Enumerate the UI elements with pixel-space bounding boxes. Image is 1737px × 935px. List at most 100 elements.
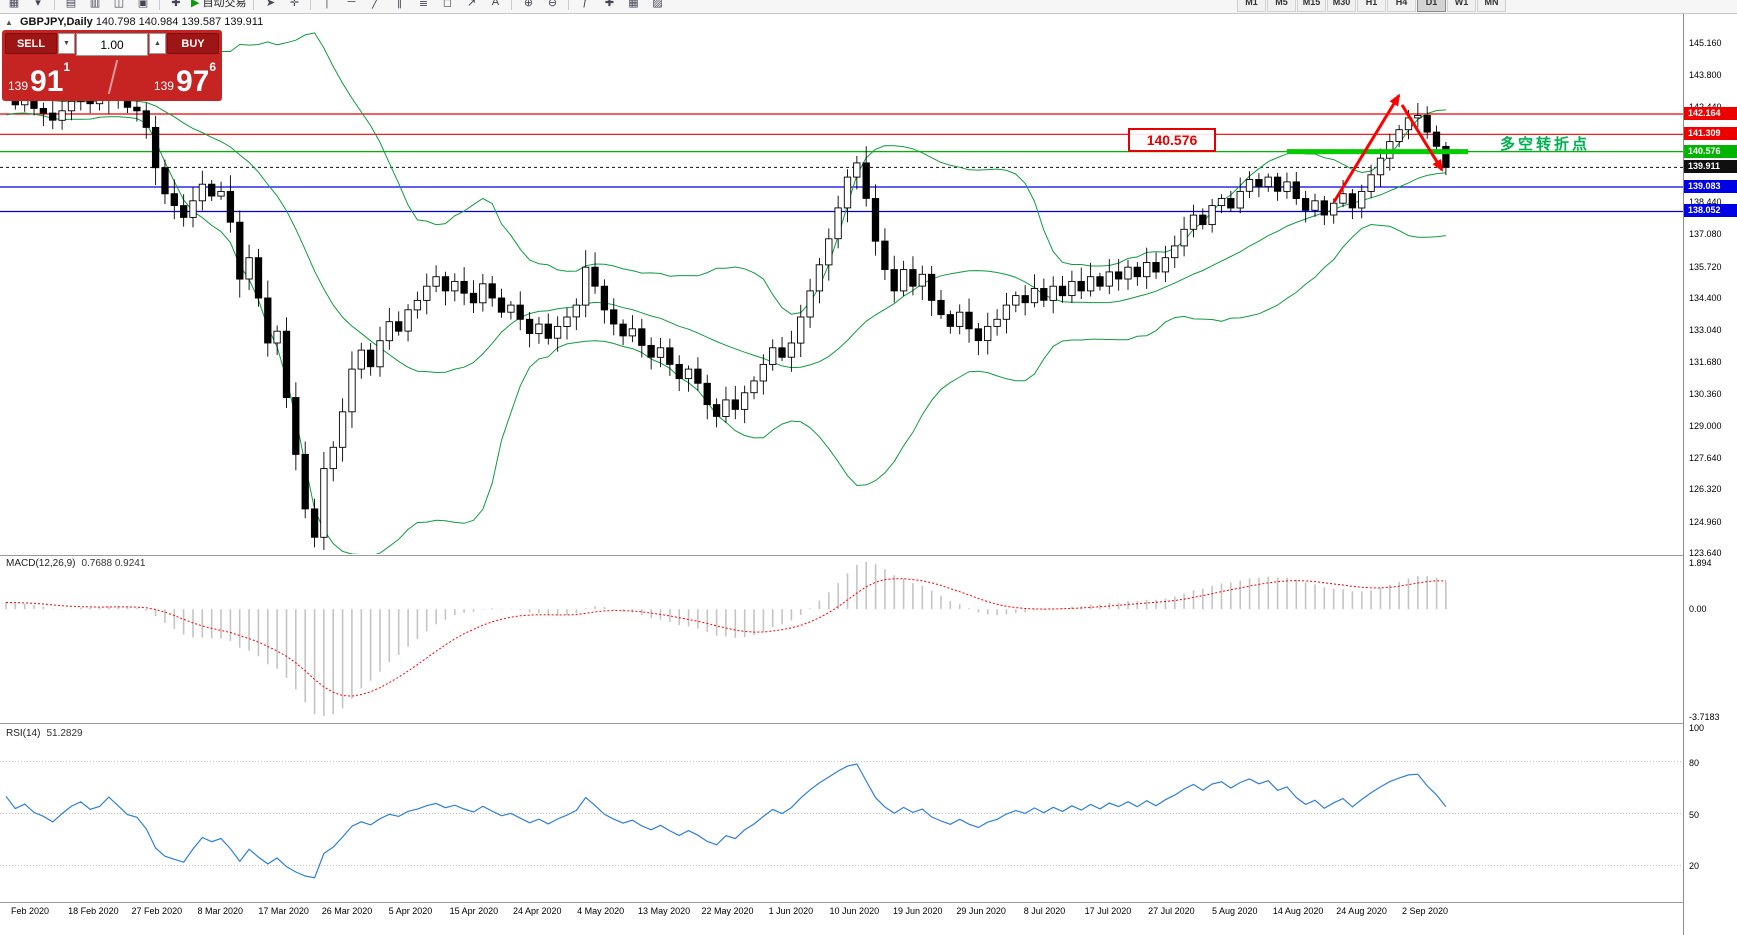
price-tick: 130.360 xyxy=(1689,388,1722,399)
date-label: 26 Mar 2020 xyxy=(321,906,373,916)
fibonacci-icon[interactable]: ≣ xyxy=(418,0,429,9)
timeframe-button-m1[interactable]: M1 xyxy=(1237,0,1266,12)
date-label: 18 Feb 2020 xyxy=(68,906,119,916)
ask-big-figure: 139 xyxy=(153,79,174,93)
one-click-trading-panel: SELL ▼ ▲ BUY 139 91 1 139 97 6 xyxy=(2,30,222,101)
timeframe-button-m30[interactable]: M30 xyxy=(1327,0,1356,12)
autotrading-button[interactable]: ▶ 自动交易 xyxy=(191,0,247,9)
rsi-current-value: 51.2829 xyxy=(46,728,83,739)
text-icon[interactable]: A xyxy=(491,0,500,8)
timeframe-button-h4[interactable]: H4 xyxy=(1387,0,1416,12)
date-label: 13 May 2020 xyxy=(638,906,691,916)
chart-canvas[interactable] xyxy=(0,0,1683,935)
cursor-icon[interactable]: ➤ xyxy=(265,0,276,9)
volume-decrease-button[interactable]: ▼ xyxy=(58,33,75,54)
trendline-icon[interactable]: ╱ xyxy=(372,0,379,9)
crosshair-icon[interactable]: ✛ xyxy=(289,0,300,9)
timeframe-button-d1[interactable]: D1 xyxy=(1417,0,1446,12)
timeframe-button-w1[interactable]: W1 xyxy=(1447,0,1476,12)
arrows-icon[interactable]: ↗ xyxy=(466,0,477,9)
ask-price[interactable]: 139 97 6 xyxy=(112,56,219,98)
price-tick: 135.720 xyxy=(1689,261,1722,272)
templates-icon[interactable]: ▨ xyxy=(652,0,663,9)
rsi-dates-separator xyxy=(0,902,1737,903)
date-label: 10 Jun 2020 xyxy=(829,906,880,916)
price-tag-142.164: 142.164 xyxy=(1684,107,1737,120)
chart-ohlc-values: 140.798 140.984 139.587 139.911 xyxy=(95,16,264,28)
date-label: 29 Jun 2020 xyxy=(956,906,1006,916)
periods-icon[interactable]: ▦ xyxy=(628,0,639,9)
bid-price[interactable]: 139 91 1 xyxy=(5,56,112,98)
new-order-icon[interactable]: ✚ xyxy=(171,0,181,9)
rsi-level-label-50: 50 xyxy=(1689,809,1700,820)
volume-input[interactable] xyxy=(76,33,148,56)
price-tag-140.576: 140.576 xyxy=(1684,144,1737,158)
vertical-line-icon[interactable]: │ xyxy=(324,0,331,8)
main-macd-separator[interactable] xyxy=(0,555,1737,556)
zoom-in-icon[interactable]: ⊕ xyxy=(523,0,534,9)
date-label: 2 Sep 2020 xyxy=(1401,906,1449,916)
indicators-icon[interactable]: ƒ xyxy=(582,0,589,8)
date-label: 22 May 2020 xyxy=(701,906,754,916)
rsi-level-label-100: 100 xyxy=(1689,723,1705,733)
price-tick: 137.080 xyxy=(1689,229,1722,240)
toolbar-separator xyxy=(159,0,160,10)
timeframe-button-h1[interactable]: H1 xyxy=(1357,0,1386,12)
date-label: 24 Aug 2020 xyxy=(1336,906,1387,916)
chart-title: ▲ GBPJPY,Daily 140.798 140.984 139.587 1… xyxy=(5,16,263,28)
ask-point: 6 xyxy=(209,60,216,74)
macd-title-text: MACD(12,26,9) xyxy=(6,558,76,569)
timeframe-button-m15[interactable]: M15 xyxy=(1297,0,1326,12)
rsi-line xyxy=(5,763,1447,879)
price-tag-139.911: 139.911 xyxy=(1684,160,1737,174)
terminal-icon[interactable]: ▣ xyxy=(137,0,149,9)
turning-point-note[interactable]: 多空转折点 xyxy=(1500,136,1591,153)
market-watch-icon[interactable]: ▥ xyxy=(89,0,101,9)
price-tick: 123.640 xyxy=(1689,548,1722,558)
trend-arrow-2[interactable] xyxy=(1400,104,1444,172)
ask-pips: 97 xyxy=(175,65,210,98)
date-label: 27 Feb 2020 xyxy=(131,906,183,916)
date-label: 17 Mar 2020 xyxy=(258,906,309,916)
buy-button[interactable]: BUY xyxy=(167,33,219,54)
shapes-icon[interactable]: ◻ xyxy=(442,0,453,9)
sell-button[interactable]: SELL xyxy=(5,33,57,54)
chart-symbol-period: GBPJPY,Daily xyxy=(19,16,93,28)
timeframe-button-m5[interactable]: M5 xyxy=(1267,0,1296,12)
volume-increase-button[interactable]: ▲ xyxy=(149,33,166,54)
toolbar-separator xyxy=(310,0,312,10)
rsi-level-label-20: 20 xyxy=(1689,861,1700,872)
bid-pips: 91 xyxy=(30,65,64,98)
timeframe-group: M1 M5 M15 M30 H1 H4 D1 W1 MN xyxy=(1237,0,1507,13)
price-tick: 138.440 xyxy=(1689,197,1722,208)
horizontal-line-icon[interactable]: ─ xyxy=(347,0,356,8)
new-chart-icon[interactable]: ▦ xyxy=(8,0,20,9)
zoom-out-icon[interactable]: ⊖ xyxy=(547,0,558,9)
timeframe-button-mn[interactable]: MN xyxy=(1477,0,1506,12)
price-axis[interactable]: 145.160143.800142.440138.440137.080135.7… xyxy=(1683,0,1737,935)
macd-histogram xyxy=(5,562,1447,716)
navigator-icon[interactable]: ◫ xyxy=(113,0,125,9)
date-label: 27 Jul 2020 xyxy=(1148,906,1195,916)
bid-big-figure: 139 xyxy=(8,79,29,93)
rsi-indicator-title: RSI(14) 51.2829 xyxy=(6,728,83,739)
trend-arrow-1[interactable] xyxy=(1332,93,1401,203)
macd-rsi-separator[interactable] xyxy=(0,723,1737,724)
chart-dropdown-icon[interactable]: ▾ xyxy=(35,0,41,9)
date-label: 5 Apr 2020 xyxy=(388,906,433,916)
oneclick-collapse-icon[interactable]: ▲ xyxy=(5,18,13,27)
candles xyxy=(2,76,1450,550)
add-indicator-icon[interactable]: ✚ xyxy=(604,0,615,9)
price-tick: 143.800 xyxy=(1689,70,1722,81)
channel-icon[interactable]: ∥ xyxy=(396,0,403,9)
price-tag-139.083: 139.083 xyxy=(1684,180,1737,194)
support-price-label[interactable]: 140.576 xyxy=(1128,128,1216,152)
rsi-level-label-80: 80 xyxy=(1689,757,1700,768)
toolbar-left-group: ▦ ▾ ▤ ▥ ◫ ▣ ✚ ▶ 自动交易 ➤ ✛ │ ─ ╱ ∥ ≣ ◻ ↗ A ⊕ ⊖ ƒ ✚ ▦ ▨ xyxy=(2,0,669,13)
profiles-icon[interactable]: ▤ xyxy=(65,0,77,9)
date-label: 8 Jul 2020 xyxy=(1023,906,1066,916)
date-label: 15 Apr 2020 xyxy=(449,906,499,916)
toolbar-separator xyxy=(511,0,513,10)
date-label: 8 Mar 2020 xyxy=(197,906,243,916)
